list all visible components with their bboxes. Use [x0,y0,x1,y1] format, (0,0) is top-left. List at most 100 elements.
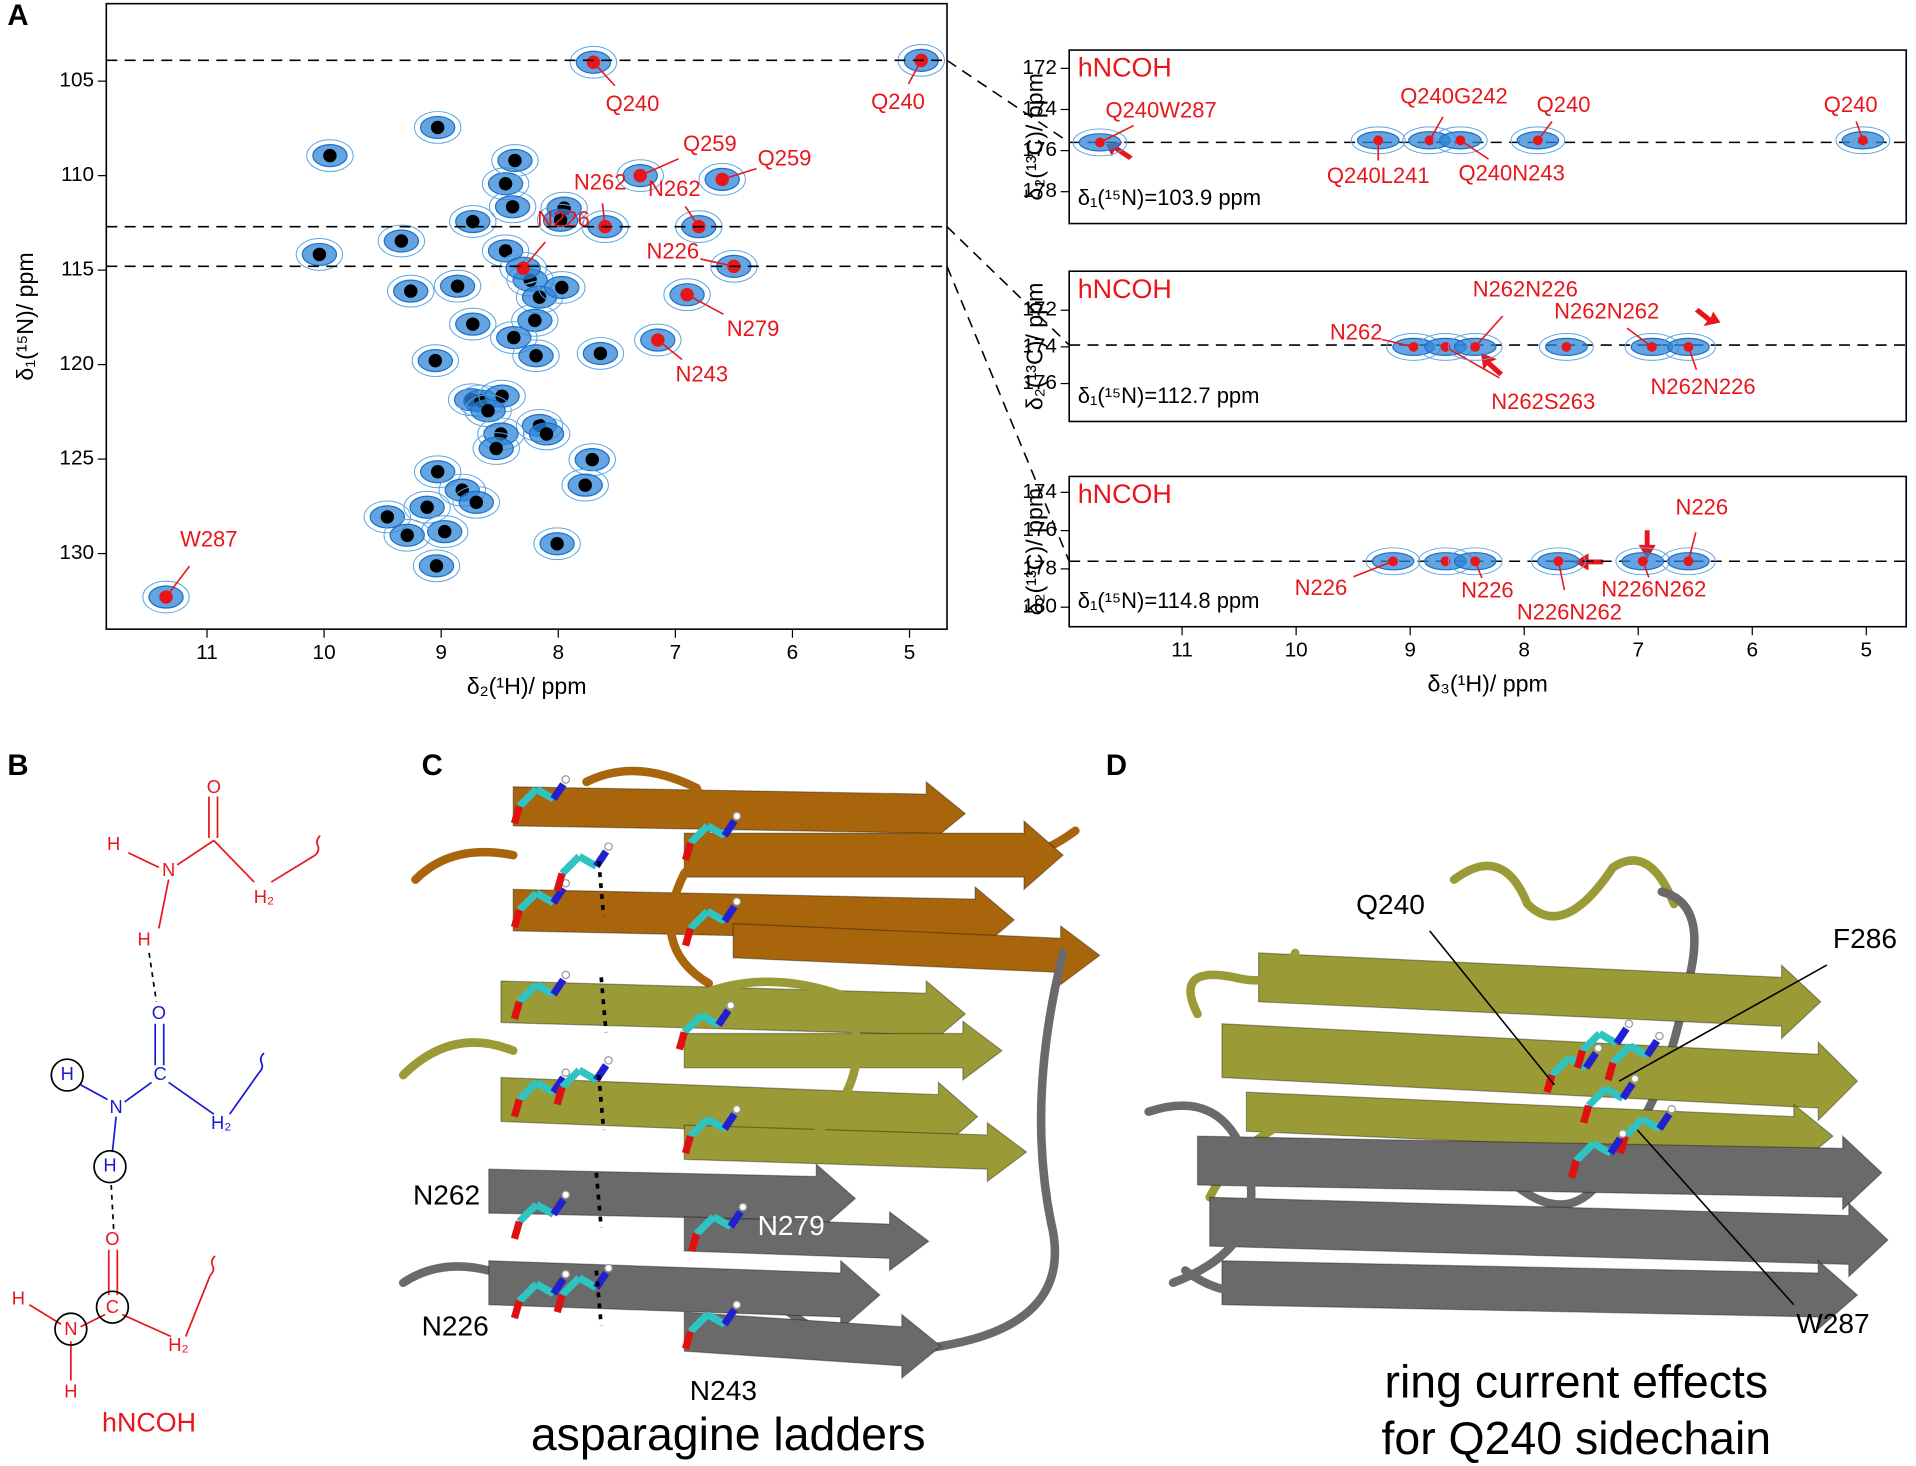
leader-line [1687,346,1698,371]
panel-label: C [422,749,443,782]
leader-line [1626,327,1653,348]
contour [698,163,746,196]
y-tick-label: 172 [1022,56,1057,79]
sidechain [688,1232,701,1252]
atom-h [738,1202,748,1212]
residue-label: N262 [413,1180,480,1211]
contour [403,490,451,524]
peak-label: N226N262 [1517,600,1622,625]
atom: H₂ [211,1112,231,1133]
sidechain [1579,1030,1603,1054]
strand [683,1210,930,1272]
x-tick-label: 9 [1404,639,1416,662]
strand [683,1121,1028,1183]
peak [450,279,465,293]
x-tick-label: 5 [1861,639,1873,662]
x-tick-label: 10 [313,641,336,664]
contour [1432,126,1488,155]
peak [550,537,564,551]
sidechain [550,782,567,802]
strip-title: hNCOH [1078,274,1172,304]
atom: C [153,1063,166,1084]
sidechain [550,1075,567,1095]
y-tick-label: 130 [59,541,94,564]
atom-h [1618,1129,1628,1138]
atom: H [64,1381,77,1402]
contour [412,549,461,583]
sidechain [1591,1140,1613,1157]
peak-label: N262 [574,170,627,195]
sidechain [1616,1135,1629,1155]
peak [430,465,445,479]
sidechain [516,1281,540,1304]
contour [411,344,460,378]
atom: N [162,859,175,880]
contour [538,271,586,304]
sidechain [516,890,540,913]
atom-h [726,1001,735,1010]
y-tick-label: 174 [1022,97,1057,120]
atom: C [106,1296,119,1317]
slice-connector [946,226,1070,346]
peak [437,524,452,539]
contour [413,455,462,489]
atom-h [1594,1043,1603,1053]
sidechain [534,1201,556,1218]
peak [323,148,337,163]
leader-line [1381,338,1414,348]
slice-connector [946,59,1070,144]
contour [499,251,547,285]
contour [533,527,581,561]
x-tick-label: 7 [670,641,682,664]
loop [398,1038,518,1080]
caption: for Q240 sidechain [1382,1412,1772,1464]
loop [411,847,518,884]
sidechain [721,1307,738,1327]
contour [1661,332,1716,361]
sidechain [1585,1085,1609,1109]
peak [489,441,503,456]
sidechain [705,1311,727,1328]
peak [312,247,327,262]
sidechain [516,786,540,809]
peak [593,346,608,361]
peak-label: Q240G242 [1400,83,1508,108]
peak [404,284,418,298]
peak [529,348,543,363]
y-tick-label: 176 [1022,138,1057,161]
atom-h [732,897,742,906]
leader-line [1687,532,1697,562]
x-tick-label: 10 [1285,639,1308,662]
sidechain [1656,1112,1673,1131]
slice-label: δ₁(¹⁵N)=103.9 ppm [1078,185,1261,210]
strip-title: hNCOH [1078,479,1172,509]
sidechain [1580,1104,1593,1124]
y-tick-label: 172 [1022,298,1057,321]
sidechain [1597,1030,1619,1047]
sidechain [534,1280,556,1297]
contour [511,304,559,337]
peak [380,510,395,524]
contour [377,224,426,258]
sidechain [687,823,711,846]
sidechain [705,908,727,925]
atom: O [207,776,221,797]
sidechain [1628,1042,1649,1059]
strand [1257,952,1822,1040]
residue-label: F286 [1833,923,1897,954]
loop [1144,1101,1256,1288]
peak-label: Q240 [606,91,660,116]
peak-label: N262N226 [1651,374,1756,399]
contour [413,111,462,144]
leader-line [1459,139,1490,160]
panel-label: D [1106,749,1127,782]
sidechain [510,1300,523,1320]
loop [1186,948,1300,1019]
strand [683,819,1065,891]
leader-line [686,293,724,315]
contour [383,518,431,552]
peak [553,213,568,227]
slice-label: δ₁(¹⁵N)=114.8 ppm [1078,588,1260,613]
y-tick-label: 180 [1022,595,1057,618]
contour [387,274,435,308]
